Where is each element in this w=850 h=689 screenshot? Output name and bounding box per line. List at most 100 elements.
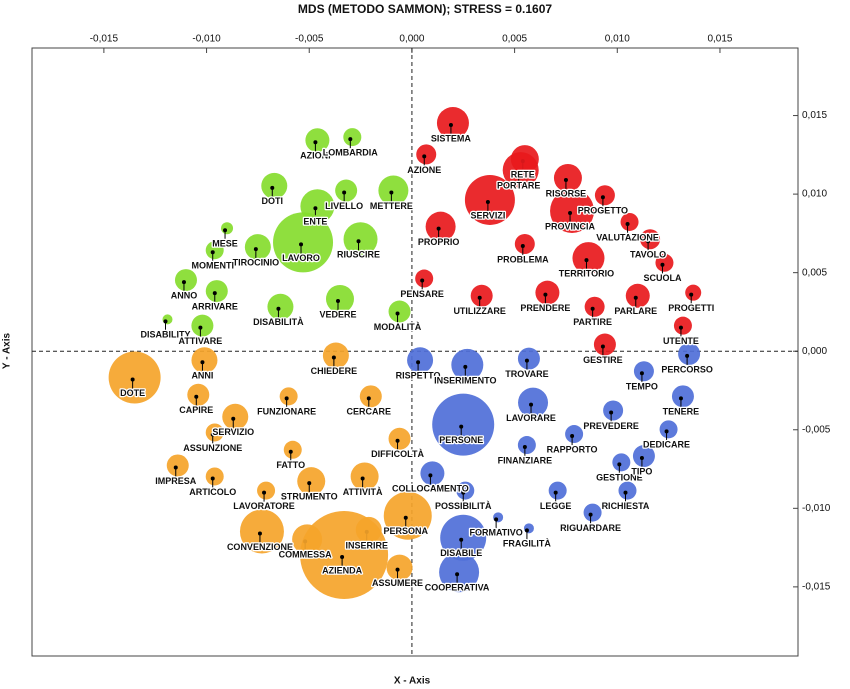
- x-tick-label: -0,005: [295, 34, 324, 45]
- bubble: [625, 283, 650, 308]
- bubble: [671, 385, 694, 408]
- y-tick-label: 0,010: [802, 189, 827, 200]
- bubble: [279, 387, 298, 406]
- point-label: TIPO: [631, 466, 652, 476]
- point-label: ANNI: [191, 371, 213, 381]
- point-label: PROPRIO: [418, 237, 460, 247]
- point-label: RICHIESTA: [602, 501, 650, 511]
- bubble: [603, 400, 624, 421]
- point-label: DISABILE: [440, 548, 482, 558]
- bubble: [440, 514, 487, 561]
- bubble: [583, 503, 602, 522]
- x-tick-label: -0,010: [192, 34, 221, 45]
- point-label: LAVORARE: [506, 413, 556, 423]
- y-tick-label: -0,015: [802, 582, 831, 593]
- bubble: [493, 512, 504, 523]
- bubble: [633, 361, 654, 382]
- point-label: RIGUARDARE: [560, 523, 621, 533]
- bubble: [420, 461, 445, 486]
- point-label: RISPETTO: [396, 371, 441, 381]
- point-label: RAPPORTO: [547, 444, 598, 454]
- bubble: [425, 211, 456, 242]
- x-tick-label: 0,010: [605, 34, 630, 45]
- bubble: [640, 229, 661, 250]
- bubble: [205, 280, 228, 303]
- bubble: [162, 314, 173, 325]
- point-label: PENSARE: [400, 289, 444, 299]
- point-label: SERVIZIO: [212, 427, 254, 437]
- point-label: DISABILITY: [140, 330, 190, 340]
- plot-frame: [31, 47, 799, 657]
- bubble: [678, 342, 701, 365]
- bubble: [439, 552, 480, 593]
- point-label: PERSONA: [384, 526, 429, 536]
- point-label: FUNZIONARE: [257, 407, 316, 417]
- bubble: [388, 427, 411, 450]
- bubble: [300, 511, 389, 600]
- bubble: [343, 222, 378, 257]
- bubble: [322, 342, 349, 369]
- bubble: [359, 385, 382, 408]
- bubble: [261, 172, 288, 199]
- point-label: INSERIMENTO: [434, 375, 496, 385]
- bubble: [432, 393, 495, 456]
- point-label: PORTARE: [497, 180, 540, 190]
- bubble: [632, 445, 655, 468]
- point-label: SERVIZI: [470, 210, 505, 220]
- point-label: IMPRESA: [155, 476, 197, 486]
- x-tick-label: 0,000: [399, 34, 424, 45]
- bubble: [222, 403, 249, 430]
- point-label: PARLARE: [614, 306, 657, 316]
- point-label: GESTIRE: [583, 355, 623, 365]
- point-label: VALUTAZIONE: [596, 232, 659, 242]
- bubble: [550, 188, 595, 233]
- point-label: RIUSCIRE: [337, 250, 380, 260]
- bubble: [548, 481, 567, 500]
- bubble: [517, 347, 540, 370]
- bubble: [593, 333, 616, 356]
- point-label: UTENTE: [663, 336, 699, 346]
- point-label: ASSUNZIONE: [183, 443, 242, 453]
- point-label: METTERE: [370, 201, 413, 211]
- x-axis-title: X - Axis: [394, 676, 431, 687]
- point-label: MODALITÀ: [374, 322, 422, 332]
- point-label: MOMENTI: [191, 261, 234, 271]
- point-label: CERCARE: [347, 407, 392, 417]
- y-tick-label: -0,005: [802, 424, 831, 435]
- point-label: FRAGILITÀ: [503, 539, 551, 549]
- point-label: GESTIONE: [596, 473, 643, 483]
- point-label: LAVORO: [282, 253, 320, 263]
- point-label: COLLOCAMENTO: [392, 484, 469, 494]
- point-label: DISABILITÀ: [253, 317, 304, 327]
- point-label: LOMBARDIA: [323, 147, 378, 157]
- bubble: [502, 152, 539, 189]
- bubble: [166, 454, 189, 477]
- point-label: AZIONI: [300, 151, 331, 161]
- point-label: AZIONE: [407, 165, 441, 175]
- point-label: TERRITORIO: [559, 268, 614, 278]
- bubble: [407, 347, 434, 374]
- chart-title: MDS (METODO SAMMON); STRESS = 0.1607: [298, 2, 552, 16]
- point-label: ATTIVITÀ: [343, 487, 383, 497]
- bubble: [655, 253, 674, 272]
- bubble: [416, 144, 437, 165]
- bubble: [584, 296, 605, 317]
- bubble: [273, 212, 334, 273]
- bubble: [187, 383, 210, 406]
- point-label: SISTEMA: [431, 133, 472, 143]
- point-label: PERSONE: [439, 435, 483, 445]
- point-label: PRENDERE: [520, 303, 570, 313]
- point-label: UTILIZZARE: [453, 306, 506, 316]
- point-label: SCUOLA: [643, 273, 682, 283]
- bubble: [350, 462, 379, 491]
- bubble: [267, 293, 294, 320]
- point-label: FINANZIARE: [498, 455, 553, 465]
- bubble: [572, 242, 605, 275]
- y-tick-label: 0,000: [802, 346, 827, 357]
- point-label: DEDICARE: [643, 440, 690, 450]
- point-label: DOTE: [120, 388, 145, 398]
- point-label: PERCORSO: [661, 364, 713, 374]
- point-label: CHIEDERE: [311, 366, 358, 376]
- x-tick-label: 0,015: [707, 34, 732, 45]
